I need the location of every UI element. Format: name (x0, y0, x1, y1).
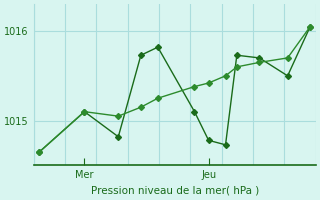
X-axis label: Pression niveau de la mer( hPa ): Pression niveau de la mer( hPa ) (91, 186, 259, 196)
